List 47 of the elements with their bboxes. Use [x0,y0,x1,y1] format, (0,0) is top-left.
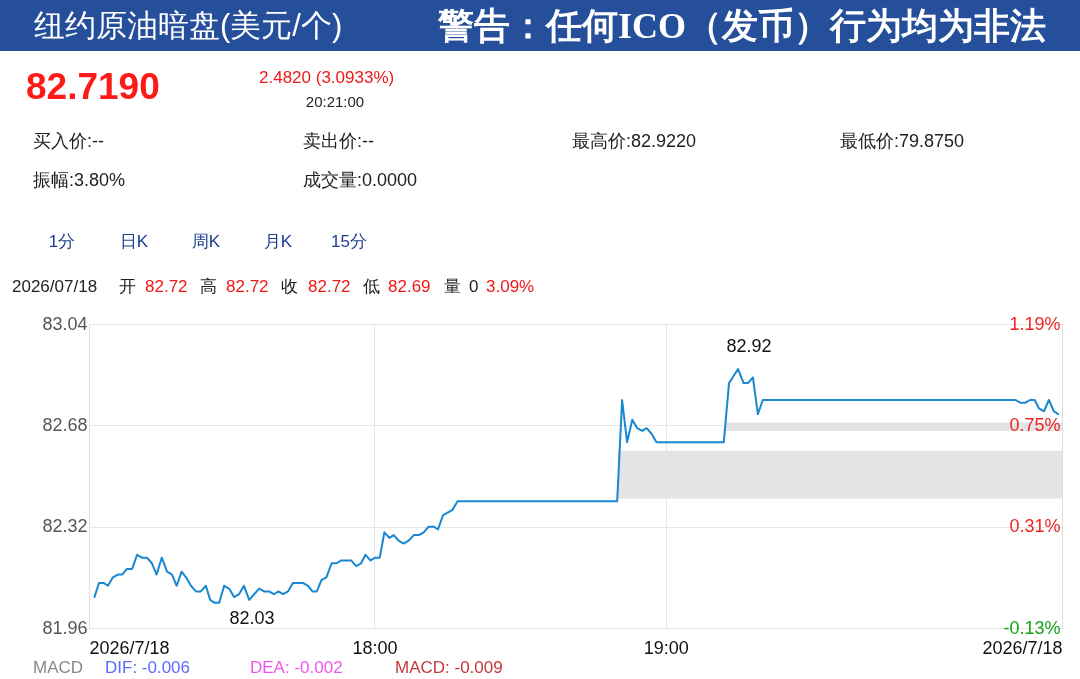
text: 振幅:3.80% [33,170,126,190]
text: 日K [119,232,149,251]
text: 警告：任何ICO（发币）行为均为非法 [436,6,1046,46]
text: 1分 [48,232,76,251]
y2-tick-label: 1.19% [1009,313,1061,334]
text: 量 [444,277,461,296]
text: 开 [119,277,136,296]
text: 最高价:82.9220 [572,131,697,151]
text: MACD: -0.009 [395,658,503,677]
y2-tick-label: -0.13% [1003,617,1061,638]
text: 买入价:-- [33,131,104,151]
text: 周K [191,232,221,251]
text: 20:21:00 [305,93,365,110]
text: 82.72 [145,277,188,296]
annotation: 82.03 [229,608,275,628]
y-tick-label: 83.04 [42,313,88,334]
text: 卖出价:-- [303,131,374,151]
y-tick-label: 82.68 [42,414,88,435]
text: 2026/07/18 [12,277,98,296]
text: 成交量:0.0000 [303,170,418,190]
text: 15分 [331,232,367,251]
text: 0 [469,277,479,296]
x-tick-label: 18:00 [352,637,398,658]
x-tick-label: 2026/7/18 [982,637,1063,658]
y2-tick-label: 0.31% [1009,516,1061,537]
x-tick-label: 2026/7/18 [89,637,170,658]
text: 82.72 [308,277,351,296]
text: 月K [263,232,293,251]
text: MACD [33,658,84,677]
y-tick-label: 82.32 [42,516,88,537]
x-tick-label: 19:00 [643,637,689,658]
line-series [93,368,1060,604]
text: DEA: -0.002 [250,658,343,677]
text: DIF: -0.006 [105,658,191,677]
text: 3.09% [486,277,535,296]
text: 82.7190 [26,66,160,107]
y-tick-label: 81.96 [42,617,88,638]
text: 82.72 [226,277,269,296]
text: 最低价:79.8750 [840,131,965,151]
text: 高 [200,277,217,296]
chart-title: 纽约原油暗盘(美元/个) [34,8,343,43]
text: 82.69 [388,277,431,296]
annotation: 82.92 [726,336,772,356]
text: 低 [363,277,380,296]
text: 收 [281,277,298,296]
text: 2.4820 (3.0933%) [259,68,395,87]
y2-tick-label: 0.75% [1009,414,1061,435]
